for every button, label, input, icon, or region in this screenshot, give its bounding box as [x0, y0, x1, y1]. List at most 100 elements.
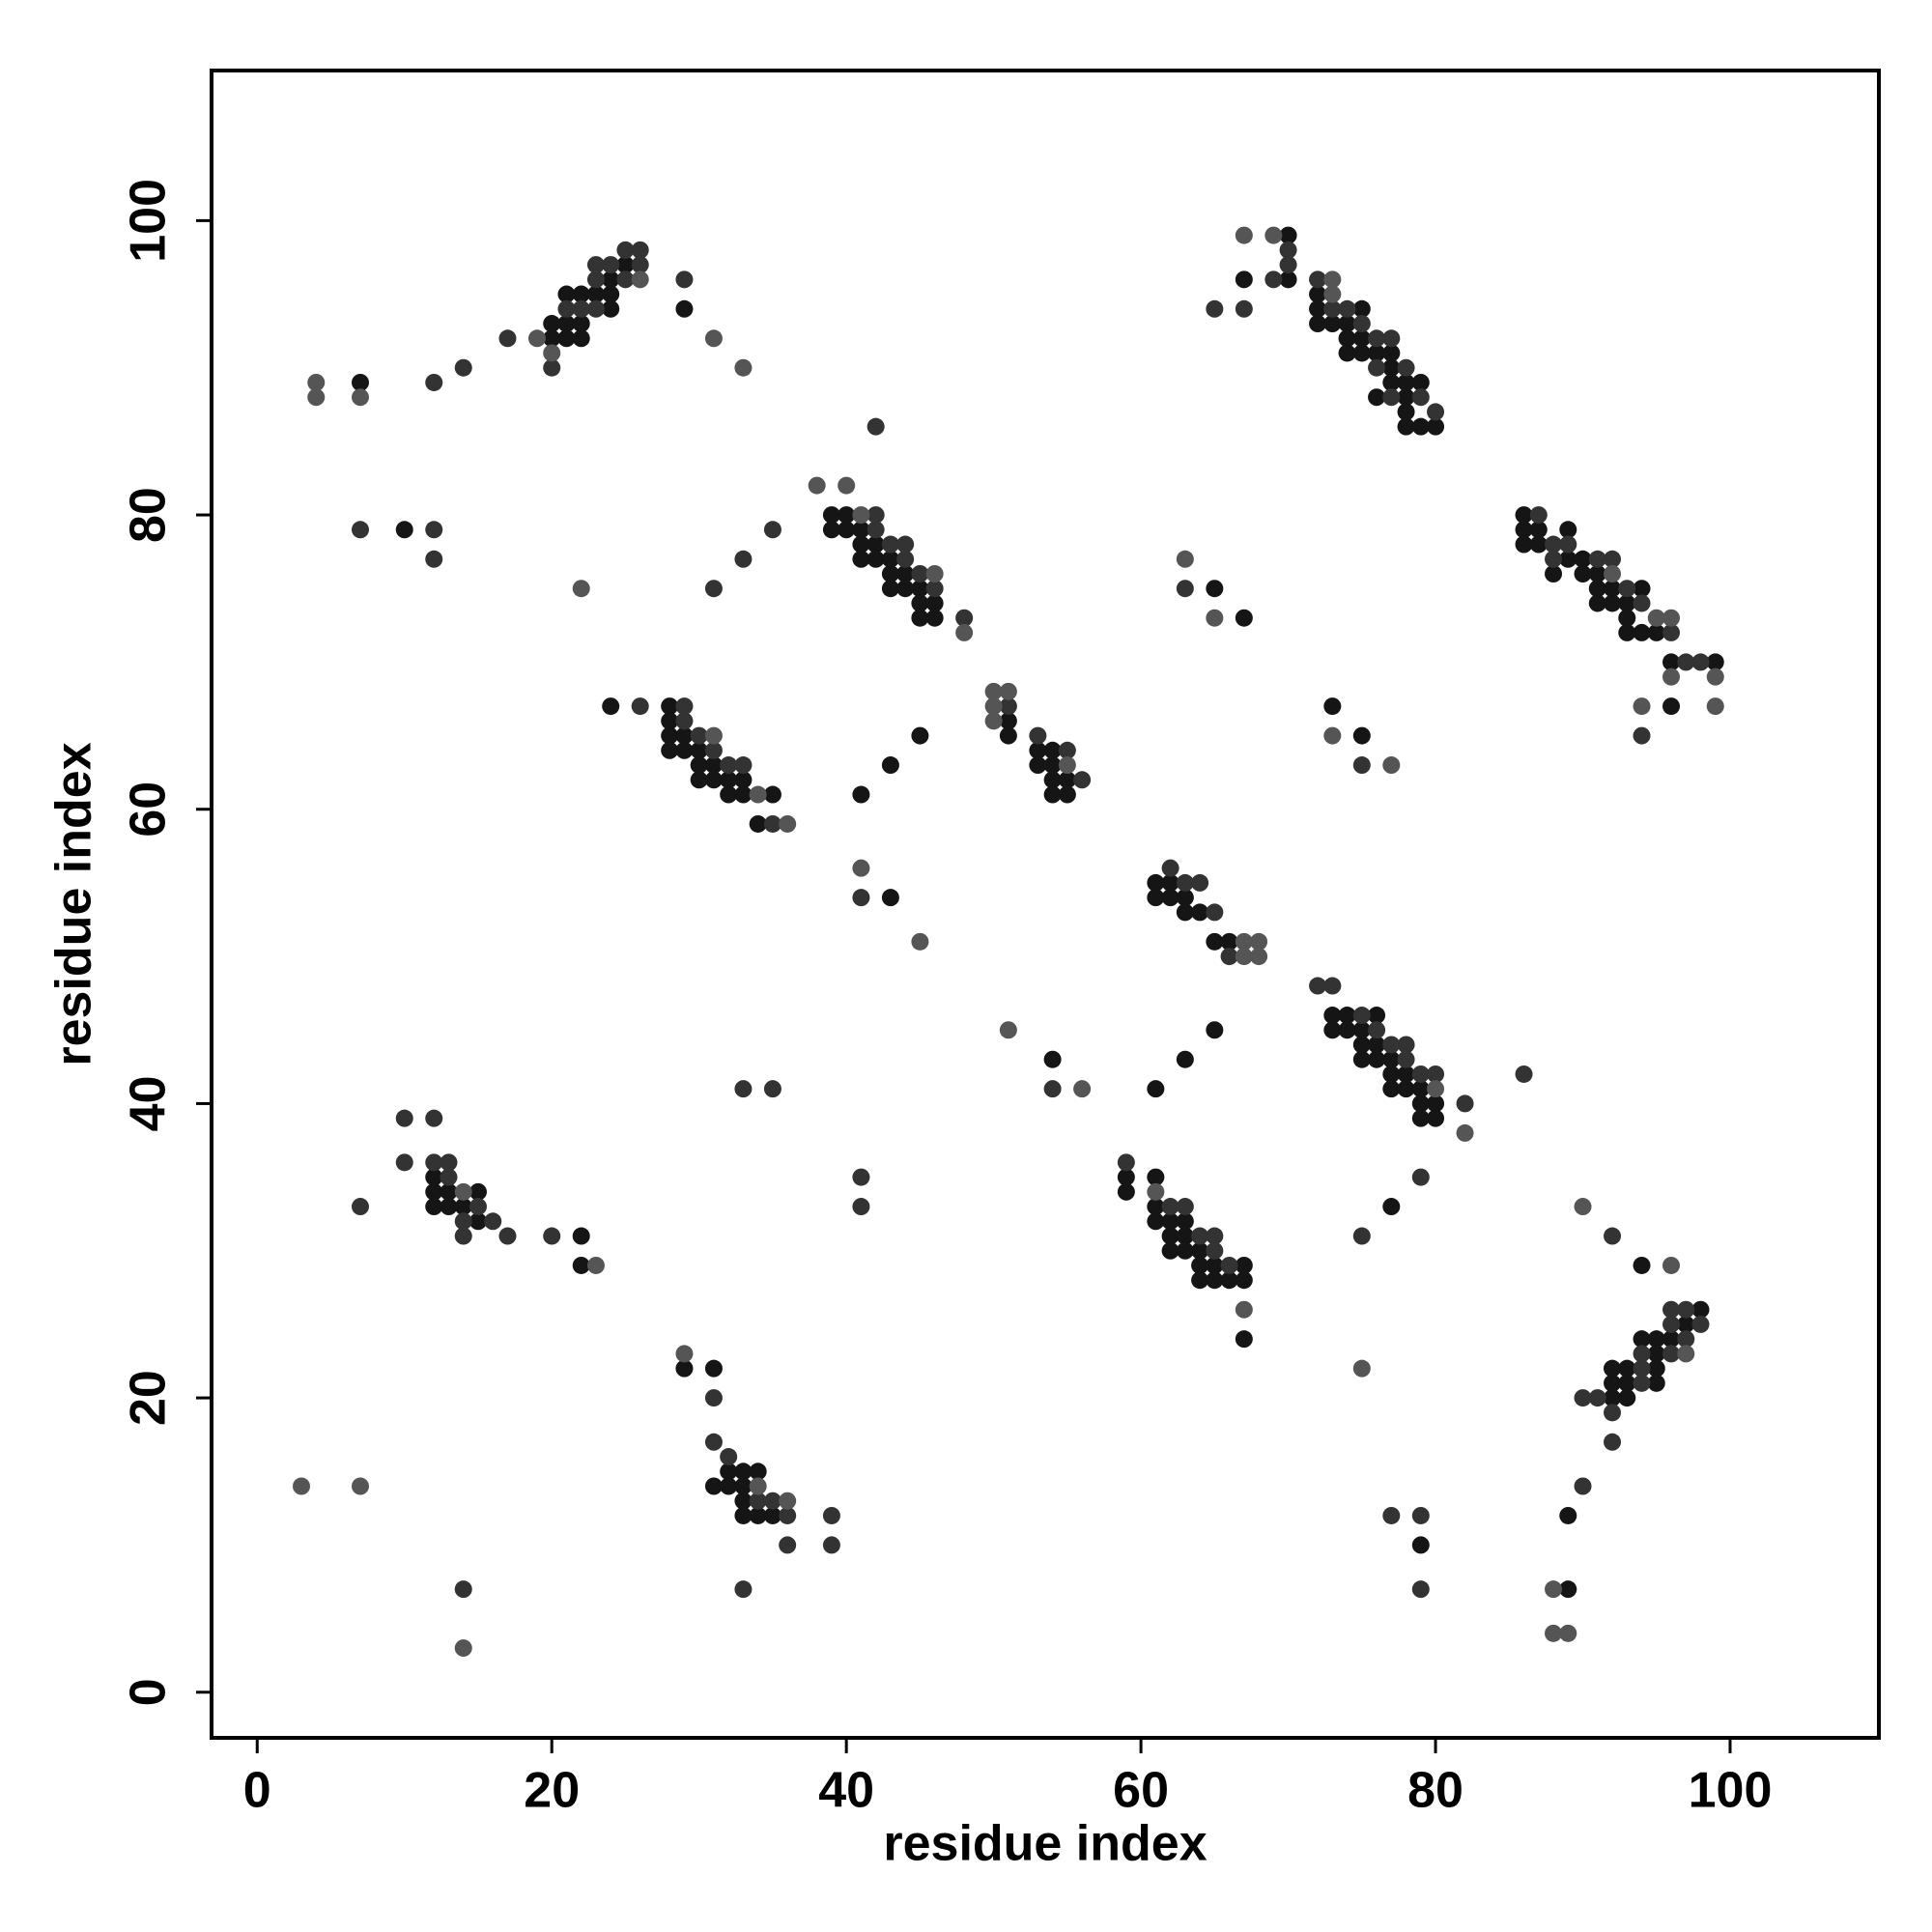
- point: [351, 1198, 369, 1216]
- point: [1382, 358, 1401, 377]
- point: [1677, 1330, 1695, 1349]
- point: [1264, 270, 1283, 289]
- point: [675, 1345, 694, 1363]
- point: [1382, 1065, 1401, 1083]
- point: [1633, 1256, 1651, 1274]
- point: [1633, 1374, 1651, 1392]
- point: [1647, 609, 1665, 627]
- point: [1338, 315, 1356, 333]
- point: [1382, 1080, 1401, 1098]
- point: [543, 344, 561, 362]
- point: [1176, 1241, 1194, 1260]
- x-axis-label: residue index: [883, 1816, 1207, 1872]
- point: [1309, 285, 1327, 303]
- point: [1427, 1080, 1445, 1098]
- point: [440, 1153, 458, 1172]
- point: [1117, 1153, 1135, 1172]
- point: [1604, 1359, 1622, 1378]
- point: [1397, 1050, 1415, 1068]
- point: [720, 1448, 738, 1466]
- point: [1382, 1036, 1401, 1054]
- point: [440, 1182, 458, 1201]
- point: [631, 697, 649, 716]
- point: [911, 609, 929, 627]
- point: [1206, 932, 1224, 951]
- point: [1250, 948, 1268, 966]
- point: [1309, 315, 1327, 333]
- point: [1176, 903, 1194, 922]
- point: [955, 623, 974, 641]
- y-tick-label: 60: [121, 781, 177, 838]
- point: [1529, 521, 1548, 539]
- point: [1618, 580, 1636, 598]
- point: [838, 521, 856, 539]
- point: [1323, 315, 1342, 333]
- point: [1176, 1050, 1194, 1068]
- point: [1633, 1345, 1651, 1363]
- point: [1574, 1389, 1592, 1407]
- point: [1368, 1050, 1386, 1068]
- point: [763, 1080, 781, 1098]
- point: [1677, 1300, 1695, 1319]
- point: [881, 889, 899, 907]
- point: [1206, 1271, 1224, 1290]
- point: [1206, 1241, 1224, 1260]
- point: [425, 521, 443, 539]
- point: [1206, 903, 1224, 922]
- point: [1073, 771, 1092, 789]
- point: [984, 712, 1003, 730]
- point: [1691, 653, 1710, 671]
- point: [1043, 1050, 1062, 1068]
- point: [1235, 270, 1253, 289]
- point: [1647, 1374, 1665, 1392]
- point: [1382, 344, 1401, 362]
- point: [1352, 1007, 1371, 1025]
- point: [631, 256, 649, 274]
- point: [1427, 1094, 1445, 1113]
- point: [1338, 1021, 1356, 1039]
- point: [1588, 1389, 1606, 1407]
- point: [616, 270, 635, 289]
- point: [749, 1492, 767, 1510]
- point: [1382, 373, 1401, 391]
- point: [1618, 623, 1636, 641]
- point: [1382, 756, 1401, 775]
- point: [1397, 388, 1415, 407]
- point: [572, 1227, 590, 1245]
- point: [911, 726, 929, 745]
- point: [1206, 299, 1224, 318]
- point: [1352, 315, 1371, 333]
- point: [1235, 1330, 1253, 1349]
- point: [1427, 1065, 1445, 1083]
- point: [1604, 550, 1622, 568]
- point: [1397, 1065, 1415, 1083]
- point: [1662, 623, 1681, 641]
- point: [454, 1198, 472, 1216]
- point: [867, 535, 885, 554]
- point: [1161, 859, 1179, 877]
- point: [1352, 299, 1371, 318]
- point: [734, 1477, 753, 1495]
- point: [1220, 932, 1238, 951]
- point: [984, 682, 1003, 700]
- point: [1515, 535, 1533, 554]
- point: [1559, 521, 1577, 539]
- point: [425, 1182, 443, 1201]
- point: [749, 814, 767, 833]
- point: [1161, 873, 1179, 892]
- point: [572, 285, 590, 303]
- point: [734, 756, 753, 775]
- point: [1633, 1359, 1651, 1378]
- point: [586, 285, 605, 303]
- point: [1647, 623, 1665, 641]
- point: [1235, 1256, 1253, 1274]
- point: [1338, 299, 1356, 318]
- point: [1411, 1080, 1430, 1098]
- point: [704, 1389, 723, 1407]
- point: [955, 609, 974, 627]
- point: [1618, 1374, 1636, 1392]
- point: [1411, 1506, 1430, 1524]
- point: [351, 1477, 369, 1495]
- point: [1206, 1021, 1224, 1039]
- point: [1161, 889, 1179, 907]
